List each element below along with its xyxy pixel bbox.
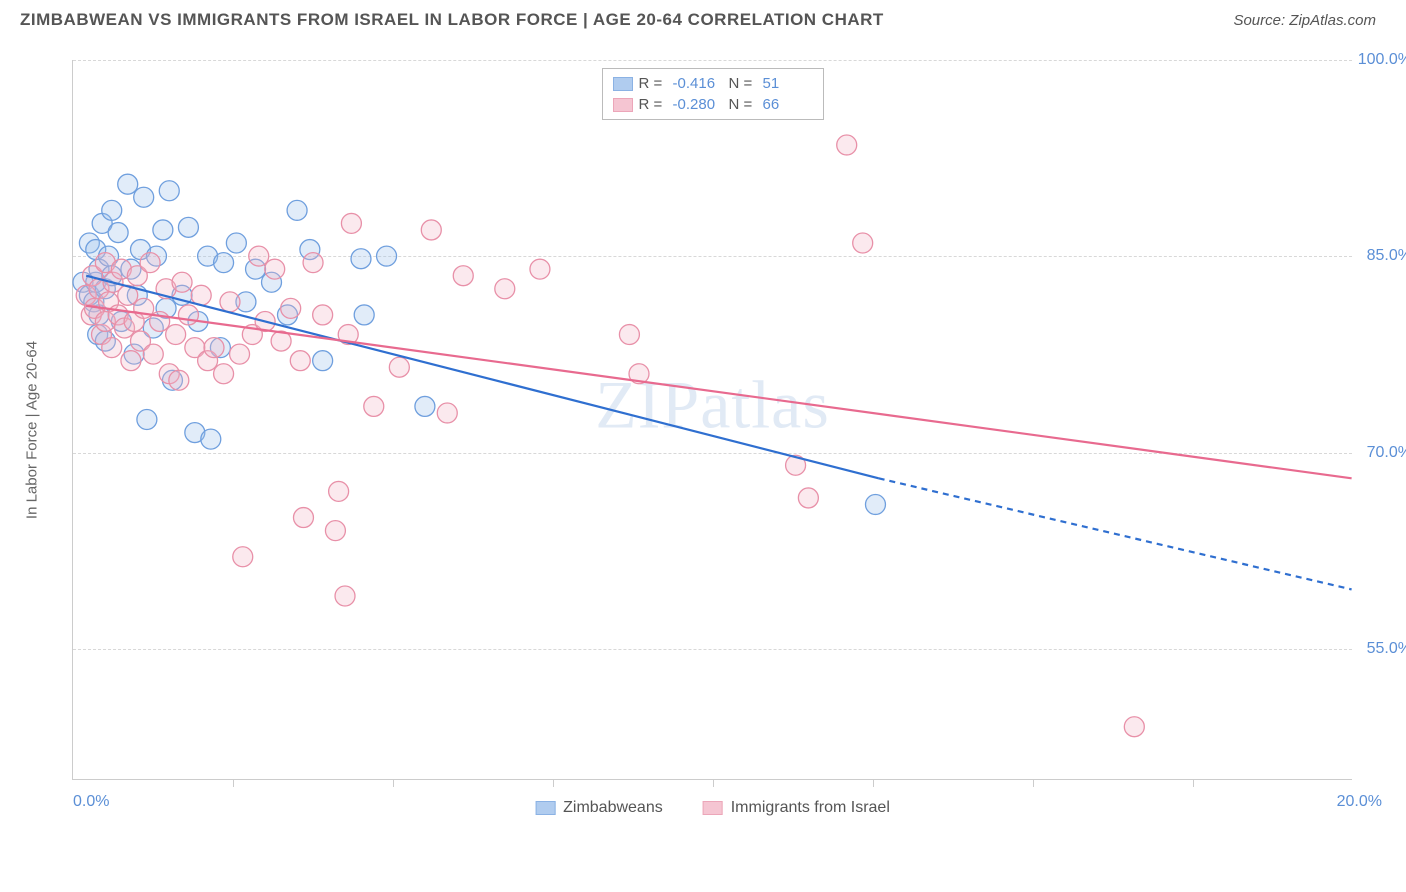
data-point-israel: [364, 396, 384, 416]
data-point-israel: [249, 246, 269, 266]
data-point-israel: [178, 305, 198, 325]
chart-container: In Labor Force | Age 20-64 ZIPatlas 55.0…: [50, 50, 1370, 810]
data-point-israel: [421, 220, 441, 240]
swatch-zimbabweans: [613, 77, 633, 91]
data-point-israel: [853, 233, 873, 253]
data-point-israel: [166, 325, 186, 345]
legend-row-israel: R = -0.280 N = 66: [613, 94, 813, 115]
data-point-israel: [281, 298, 301, 318]
data-point-israel: [313, 305, 333, 325]
data-point-israel: [389, 357, 409, 377]
x-tick: [1033, 779, 1034, 787]
x-tick: [713, 779, 714, 787]
data-point-israel: [619, 325, 639, 345]
swatch-zimbabweans: [535, 801, 555, 815]
data-point-israel: [121, 351, 141, 371]
swatch-israel: [703, 801, 723, 815]
data-point-zimbabweans: [178, 217, 198, 237]
legend-item-zimbabweans: Zimbabweans: [535, 799, 663, 817]
n-label: N =: [729, 75, 757, 92]
plot-area: ZIPatlas 55.0%70.0%85.0%100.0% R = -0.41…: [72, 60, 1352, 780]
data-point-zimbabweans: [159, 181, 179, 201]
data-point-zimbabweans: [214, 253, 234, 273]
x-tick: [553, 779, 554, 787]
r-value-zimbabweans: -0.416: [673, 75, 723, 92]
legend-item-israel: Immigrants from Israel: [703, 799, 890, 817]
data-point-israel: [341, 213, 361, 233]
data-point-israel: [293, 508, 313, 528]
data-point-israel: [329, 481, 349, 501]
data-point-israel: [798, 488, 818, 508]
x-tick: [873, 779, 874, 787]
data-point-zimbabweans: [108, 223, 128, 243]
legend-row-zimbabweans: R = -0.416 N = 51: [613, 73, 813, 94]
data-point-zimbabweans: [377, 246, 397, 266]
data-point-israel: [233, 547, 253, 567]
data-point-israel: [303, 253, 323, 273]
data-point-zimbabweans: [865, 494, 885, 514]
data-point-israel: [102, 338, 122, 358]
data-point-israel: [140, 253, 160, 273]
data-point-israel: [204, 338, 224, 358]
correlation-legend: R = -0.416 N = 51 R = -0.280 N = 66: [602, 68, 824, 120]
data-point-israel: [530, 259, 550, 279]
data-point-zimbabweans: [354, 305, 374, 325]
y-tick-label: 85.0%: [1357, 247, 1406, 265]
data-point-zimbabweans: [313, 351, 333, 371]
n-value-zimbabweans: 51: [763, 75, 813, 92]
x-min-label: 0.0%: [73, 793, 109, 811]
data-point-israel: [453, 266, 473, 286]
data-point-zimbabweans: [102, 200, 122, 220]
n-label: N =: [729, 96, 757, 113]
r-label: R =: [639, 96, 667, 113]
y-tick-label: 70.0%: [1357, 444, 1406, 462]
data-point-israel: [143, 344, 163, 364]
x-tick: [393, 779, 394, 787]
data-point-zimbabweans: [287, 200, 307, 220]
data-point-israel: [214, 364, 234, 384]
data-point-zimbabweans: [415, 396, 435, 416]
data-point-israel: [265, 259, 285, 279]
data-point-israel: [837, 135, 857, 155]
data-point-zimbabweans: [153, 220, 173, 240]
source-attribution: Source: ZipAtlas.com: [1233, 12, 1376, 29]
data-point-israel: [172, 272, 192, 292]
x-tick: [233, 779, 234, 787]
x-max-label: 20.0%: [1337, 793, 1382, 811]
data-point-israel: [495, 279, 515, 299]
data-point-israel: [169, 370, 189, 390]
data-point-israel: [220, 292, 240, 312]
data-point-zimbabweans: [134, 187, 154, 207]
scatter-svg: [73, 60, 1352, 779]
data-point-zimbabweans: [226, 233, 246, 253]
data-point-israel: [437, 403, 457, 423]
data-point-israel: [230, 344, 250, 364]
trend-line-dashed-zimbabweans: [879, 478, 1352, 589]
trend-line-israel: [86, 306, 1351, 479]
x-tick: [1193, 779, 1194, 787]
legend-label-israel: Immigrants from Israel: [731, 799, 890, 817]
swatch-israel: [613, 98, 633, 112]
data-point-israel: [1124, 717, 1144, 737]
y-tick-label: 100.0%: [1357, 51, 1406, 69]
data-point-zimbabweans: [118, 174, 138, 194]
series-legend: Zimbabweans Immigrants from Israel: [535, 799, 890, 817]
n-value-israel: 66: [763, 96, 813, 113]
y-axis-title: In Labor Force | Age 20-64: [24, 341, 41, 519]
legend-label-zimbabweans: Zimbabweans: [563, 799, 663, 817]
data-point-zimbabweans: [137, 410, 157, 430]
chart-title: ZIMBABWEAN VS IMMIGRANTS FROM ISRAEL IN …: [20, 10, 884, 30]
data-point-israel: [290, 351, 310, 371]
r-label: R =: [639, 75, 667, 92]
data-point-zimbabweans: [351, 249, 371, 269]
y-tick-label: 55.0%: [1357, 640, 1406, 658]
data-point-israel: [325, 521, 345, 541]
data-point-zimbabweans: [201, 429, 221, 449]
data-point-israel: [335, 586, 355, 606]
r-value-israel: -0.280: [673, 96, 723, 113]
